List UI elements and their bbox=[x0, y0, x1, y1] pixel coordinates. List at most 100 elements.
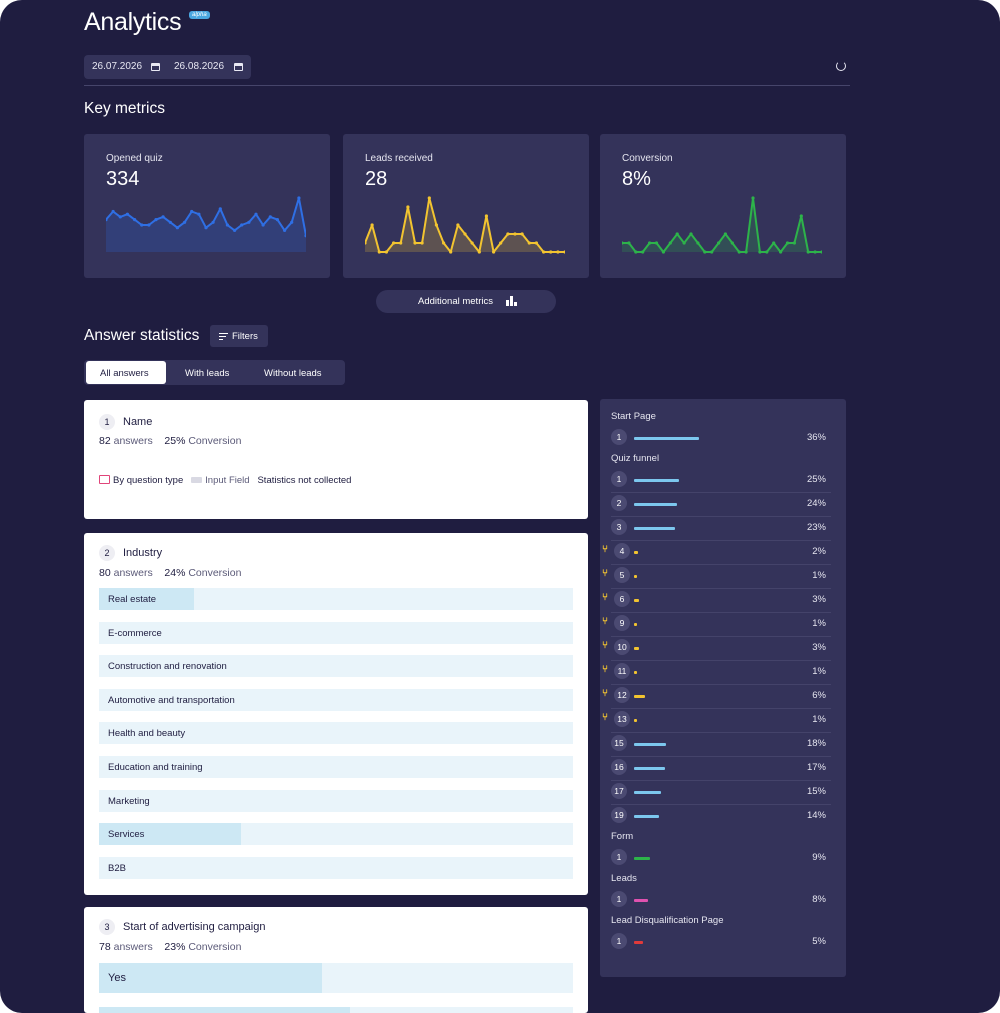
answer-option-fill bbox=[99, 588, 194, 610]
sparkline-point bbox=[106, 218, 108, 222]
sparkline-point bbox=[820, 250, 822, 254]
funnel-row[interactable]: ⑂ 5 1% bbox=[602, 565, 831, 587]
sparkline-point bbox=[190, 209, 194, 214]
divider bbox=[611, 516, 831, 517]
alpha-badge: alpha bbox=[189, 11, 210, 19]
funnel-row[interactable]: 1 25% bbox=[611, 469, 831, 491]
tab-with-leads[interactable]: With leads bbox=[168, 361, 250, 384]
sparkline-point bbox=[477, 250, 481, 254]
funnel-step-number: 10 bbox=[614, 639, 630, 655]
funnel-bar bbox=[634, 503, 678, 506]
funnel-percent: 36% bbox=[806, 432, 826, 443]
sparkline-point bbox=[125, 212, 129, 216]
funnel-row[interactable]: ⑂ 11 1% bbox=[602, 661, 831, 683]
funnel-bar bbox=[634, 767, 665, 770]
refresh-icon[interactable] bbox=[836, 61, 846, 71]
funnel-row[interactable]: 1 5% bbox=[611, 931, 831, 953]
funnel-bar bbox=[634, 941, 643, 944]
calendar-icon[interactable] bbox=[234, 63, 243, 71]
sparkline-point bbox=[744, 250, 748, 254]
funnel-percent: 15% bbox=[806, 786, 826, 797]
question-number: 3 bbox=[99, 919, 115, 935]
sparkline-point bbox=[463, 232, 467, 236]
filters-label: Filters bbox=[232, 331, 258, 342]
funnel-row[interactable]: ⑂ 6 3% bbox=[602, 589, 831, 611]
funnel-row[interactable]: 15 18% bbox=[611, 733, 831, 755]
funnel-step-number: 3 bbox=[611, 519, 627, 535]
sparkline-point bbox=[297, 196, 301, 200]
metric-label: Conversion bbox=[622, 153, 673, 164]
funnel-row[interactable]: ⑂ 4 2% bbox=[602, 541, 831, 563]
answer-option: Yes bbox=[99, 963, 573, 993]
tab-all-answers[interactable]: All answers bbox=[86, 361, 166, 384]
sparkline-point bbox=[696, 241, 700, 245]
divider bbox=[84, 85, 850, 86]
divider bbox=[611, 612, 831, 613]
answer-option-fill bbox=[99, 963, 322, 993]
funnel-row[interactable]: ⑂ 12 6% bbox=[602, 685, 831, 707]
branch-icon: ⑂ bbox=[602, 544, 608, 555]
sparkline-point bbox=[140, 223, 144, 227]
filter-icon bbox=[219, 333, 228, 341]
sparkline-point bbox=[154, 218, 158, 222]
funnel-row[interactable]: 1 8% bbox=[611, 889, 831, 911]
funnel-row[interactable]: ⑂ 10 3% bbox=[602, 637, 831, 659]
answers-label: answers bbox=[113, 941, 153, 953]
branch-icon: ⑂ bbox=[602, 568, 608, 579]
sparkline-point bbox=[168, 220, 172, 224]
calendar-icon[interactable] bbox=[151, 63, 160, 71]
question-type-icon bbox=[99, 475, 110, 484]
funnel-section-title: Leads bbox=[611, 873, 637, 884]
funnel-row[interactable]: 1 9% bbox=[611, 847, 831, 869]
funnel-bar bbox=[634, 437, 699, 440]
sparkline-point bbox=[556, 250, 560, 254]
funnel-bar bbox=[634, 719, 637, 722]
answer-option-label: Real estate bbox=[108, 594, 157, 605]
sparkline-point bbox=[737, 250, 741, 254]
sparkline-point bbox=[225, 223, 229, 227]
opened-quiz-sparkline bbox=[106, 196, 306, 252]
funnel-row[interactable]: ⑂ 13 1% bbox=[602, 709, 831, 731]
question-title: Industry bbox=[123, 547, 163, 559]
metric-label: Leads received bbox=[365, 153, 433, 164]
sparkline-point bbox=[161, 215, 165, 219]
sparkline-point bbox=[689, 232, 693, 236]
sparkline-point bbox=[799, 214, 803, 218]
funnel-row[interactable]: ⑂ 9 1% bbox=[602, 613, 831, 635]
funnel-row[interactable]: 1 36% bbox=[611, 427, 831, 449]
funnel-step-number: 1 bbox=[611, 471, 627, 487]
funnel-bar bbox=[634, 527, 676, 530]
date-to-input[interactable]: 26.08.2026 bbox=[174, 61, 225, 72]
funnel-step-number: 1 bbox=[611, 429, 627, 445]
funnel-percent: 1% bbox=[812, 618, 826, 629]
funnel-percent: 24% bbox=[806, 498, 826, 509]
branch-icon: ⑂ bbox=[602, 712, 608, 723]
additional-metrics-label: Additional metrics bbox=[418, 296, 493, 307]
sparkline-point bbox=[240, 223, 244, 227]
funnel-row[interactable]: 2 24% bbox=[611, 493, 831, 515]
funnel-section-title: Lead Disqualification Page bbox=[611, 915, 724, 926]
sparkline-point bbox=[370, 223, 374, 227]
funnel-row[interactable]: 3 23% bbox=[611, 517, 831, 539]
answer-option-label: Marketing bbox=[108, 795, 150, 807]
funnel-bar bbox=[634, 899, 649, 902]
funnel-row[interactable]: 19 14% bbox=[611, 805, 831, 827]
field-type: Input Field bbox=[205, 475, 250, 486]
sparkline-point bbox=[668, 241, 672, 245]
sparkline-point bbox=[254, 212, 258, 216]
funnel-bar bbox=[634, 857, 651, 860]
filters-button[interactable]: Filters bbox=[210, 325, 268, 347]
date-range-picker[interactable]: 26.07.2026 26.08.2026 bbox=[84, 55, 251, 79]
answer-option-fill bbox=[99, 823, 242, 846]
additional-metrics-button[interactable]: Additional metrics bbox=[376, 290, 556, 313]
sparkline-point bbox=[406, 205, 410, 209]
tab-without-leads[interactable]: Without leads bbox=[252, 361, 342, 384]
sparkline-point bbox=[283, 228, 287, 232]
funnel-step-number: 17 bbox=[611, 783, 627, 799]
sparkline-point bbox=[111, 209, 115, 214]
tab-label: All answers bbox=[100, 368, 149, 379]
statistics-note: Statistics not collected bbox=[257, 475, 352, 486]
funnel-row[interactable]: 16 17% bbox=[611, 757, 831, 779]
date-from-input[interactable]: 26.07.2026 bbox=[92, 61, 143, 72]
funnel-row[interactable]: 17 15% bbox=[611, 781, 831, 803]
